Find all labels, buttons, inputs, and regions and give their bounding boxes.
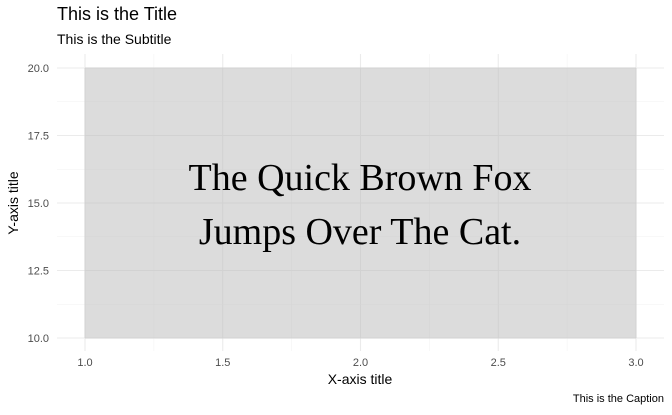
y-tick-label: 10.0 (28, 333, 49, 345)
annotation-line-1: The Quick Brown Fox (188, 157, 531, 199)
y-tick-label: 17.5 (28, 131, 49, 143)
chart-title: This is the Title (57, 4, 178, 24)
y-tick-label: 20.0 (28, 63, 49, 75)
x-tick-label: 1.5 (215, 357, 230, 369)
x-axis-title: X-axis title (328, 371, 393, 387)
gridlines-overlay (84, 67, 637, 339)
x-tick-label: 2.0 (353, 357, 368, 369)
x-tick-labels: 1.0 1.5 2.0 2.5 3.0 (77, 357, 643, 369)
x-tick-label: 2.5 (491, 357, 506, 369)
annotation-line-2: Jumps Over The Cat. (199, 211, 521, 253)
y-axis-title: Y-axis title (5, 171, 21, 235)
chart-caption: This is the Caption (572, 393, 664, 405)
chart-subtitle: This is the Subtitle (57, 31, 172, 47)
y-tick-label: 12.5 (28, 266, 49, 278)
y-tick-labels: 10.0 12.5 15.0 17.5 20.0 (28, 63, 49, 345)
y-tick-label: 15.0 (28, 198, 49, 210)
x-tick-label: 3.0 (628, 357, 643, 369)
x-tick-label: 1.0 (77, 357, 92, 369)
